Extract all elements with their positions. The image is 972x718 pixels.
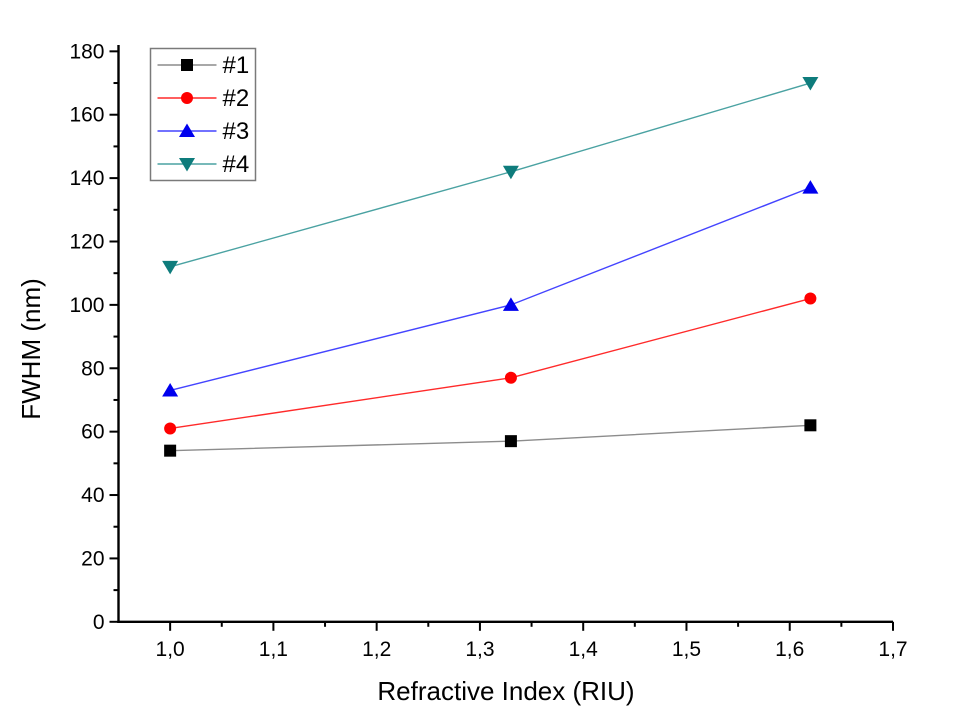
y-tick-label: 100 [69, 294, 104, 317]
y-tick-label: 20 [81, 547, 104, 570]
y-tick-label: 160 [69, 104, 104, 127]
x-tick-label: 1,6 [775, 638, 804, 661]
data-point [502, 297, 519, 311]
x-tick-label: 1,2 [362, 638, 391, 661]
data-point [504, 371, 517, 384]
series-line [170, 424, 811, 452]
x-axis-title: Refractive Index (RIU) [377, 676, 634, 706]
y-tick-label: 40 [81, 484, 104, 507]
legend-item-1: #1 [157, 52, 250, 79]
legend-label: #3 [223, 118, 250, 145]
legend-item-2: #2 [157, 85, 250, 112]
data-point [162, 260, 179, 275]
x-tick-label: 1,3 [465, 638, 494, 661]
data-point [162, 382, 179, 397]
series-1 [164, 419, 817, 457]
y-tick-label: 0 [93, 611, 105, 634]
x-tick-label: 1,5 [672, 638, 701, 661]
legend: #1 #2 #3 #4 [149, 47, 257, 182]
legend-marker [179, 158, 195, 172]
series-4 [162, 77, 819, 275]
legend-box [149, 47, 257, 182]
legend-label: #2 [223, 85, 250, 112]
data-point [804, 292, 817, 305]
series-line [169, 186, 811, 392]
series-2 [164, 292, 817, 435]
legend-item-3: #3 [157, 118, 250, 145]
series-3 [162, 180, 819, 397]
data-point [164, 422, 177, 435]
data-point [804, 419, 817, 432]
y-tick-label: 80 [81, 357, 104, 380]
plot-area: 1,0 1,1 1,2 1,3 1,4 1,5 1,6 1,7 0 20 40 60 80 100 120 1… [69, 40, 907, 660]
x-tick-label: 1,4 [569, 638, 599, 661]
y-tick-label: 180 [69, 40, 104, 63]
y-tick-label: 60 [81, 421, 104, 444]
y-tick-label: 140 [69, 167, 104, 190]
series-line [169, 82, 811, 268]
legend-marker [181, 59, 193, 71]
data-point [504, 435, 517, 448]
data-point [164, 444, 177, 457]
data-point [802, 77, 819, 91]
series-line [170, 297, 811, 430]
legend-marker [179, 123, 195, 137]
x-tick-label: 1,7 [878, 638, 907, 661]
legend-label: #4 [223, 151, 250, 178]
y-tick-label: 120 [69, 230, 104, 253]
legend-item-4: #4 [157, 151, 250, 178]
x-tick-label: 1,1 [259, 638, 288, 661]
data-point [502, 165, 519, 180]
x-tick-label: 1,0 [156, 638, 185, 661]
legend-marker [181, 92, 193, 104]
y-axis-title: FWHM (nm) [16, 278, 46, 420]
data-point [802, 180, 819, 194]
legend-label: #1 [223, 52, 250, 79]
